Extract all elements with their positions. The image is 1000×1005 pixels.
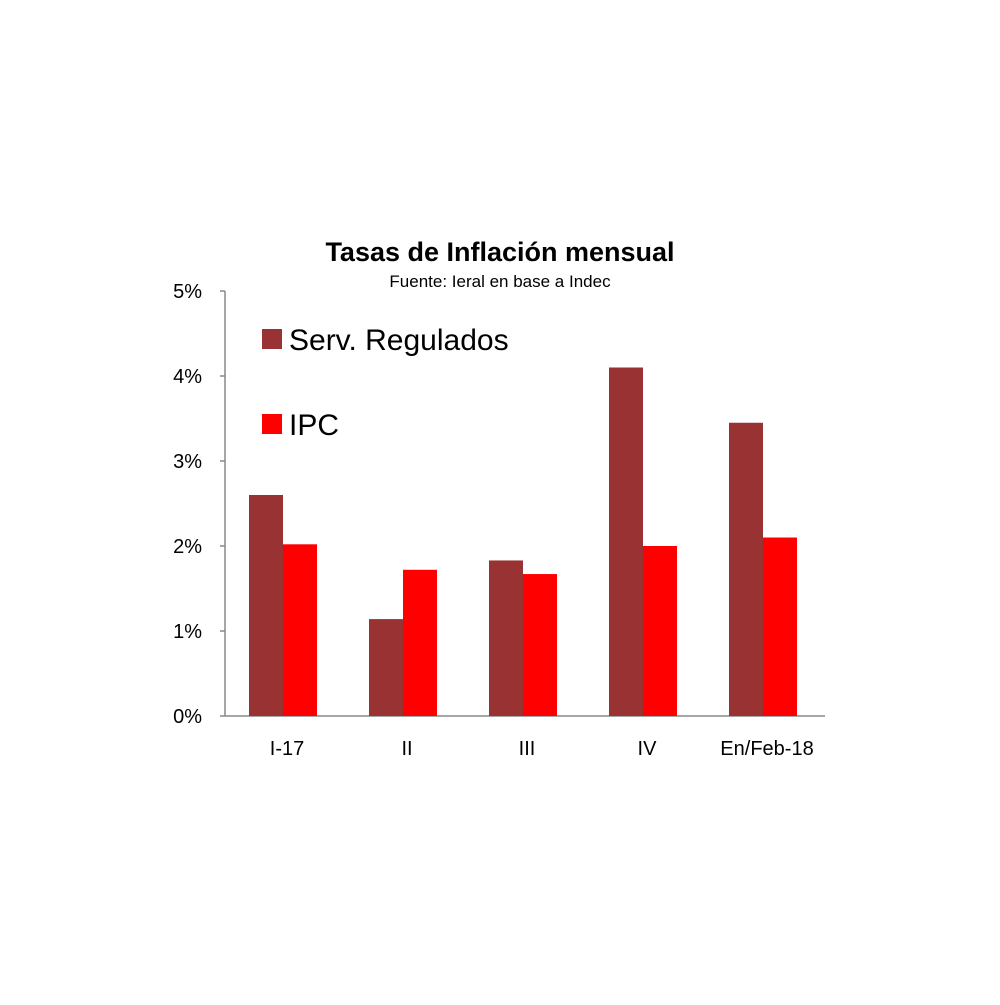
bars-group	[249, 367, 797, 716]
x-tick-label: I-17	[270, 738, 304, 760]
y-tick-label: 4%	[173, 366, 202, 388]
bar-ipc	[763, 537, 797, 716]
bar-serv-regulados	[489, 560, 523, 716]
legend: Serv. Regulados IPC	[262, 324, 509, 442]
y-tick-label: 0%	[173, 706, 202, 728]
legend-label: IPC	[289, 409, 339, 442]
y-tick-label: 2%	[173, 536, 202, 558]
x-tick-label: En/Feb-18	[720, 738, 813, 760]
x-tick-label: IV	[638, 738, 658, 760]
chart-subtitle: Fuente: Ieral en base a Indec	[389, 272, 611, 291]
y-tick-label: 5%	[173, 281, 202, 303]
y-tick-label: 1%	[173, 621, 202, 643]
bar-ipc	[283, 544, 317, 716]
bar-serv-regulados	[369, 619, 403, 716]
x-tick-label: III	[519, 738, 536, 760]
legend-label: Serv. Regulados	[289, 324, 509, 357]
bar-ipc	[403, 569, 437, 716]
legend-swatch	[262, 414, 282, 434]
bar-serv-regulados	[249, 495, 283, 716]
x-tick-label: II	[401, 738, 412, 760]
legend-swatch	[262, 329, 282, 349]
bar-serv-regulados	[609, 367, 643, 716]
y-tick-label: 3%	[173, 451, 202, 473]
axes-group: 0%1%2%3%4%5%I-17 II III IV En/Feb-18	[173, 281, 825, 760]
bar-ipc	[523, 574, 557, 716]
bar-ipc	[643, 546, 677, 716]
bar-serv-regulados	[729, 422, 763, 716]
chart-title: Tasas de Inflación mensual	[325, 237, 674, 267]
